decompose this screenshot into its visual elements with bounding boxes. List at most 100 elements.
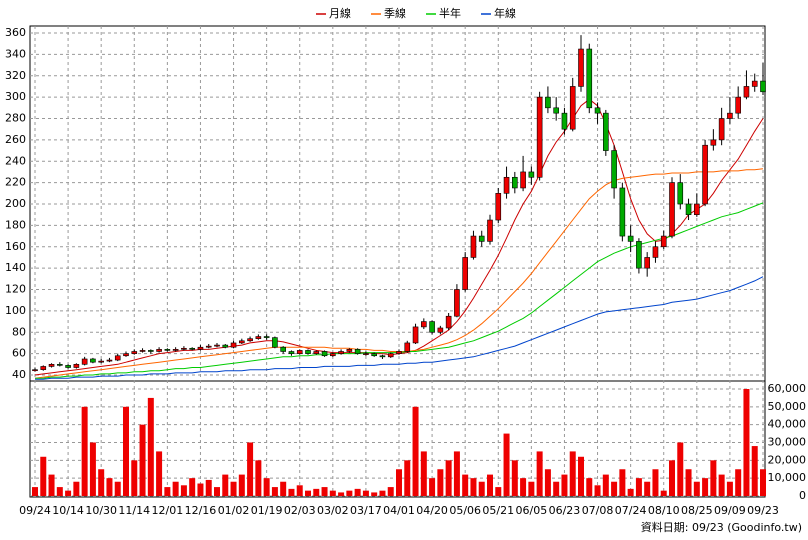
volume-bar (247, 442, 254, 496)
x-tick-label: 01/19 (251, 504, 283, 517)
volume-bar (354, 488, 361, 496)
y2-tick-label: 50,000 (768, 400, 807, 413)
candle-body (40, 366, 47, 370)
y2-tick-label: 30,000 (768, 436, 807, 449)
volume-bar (735, 469, 742, 496)
candle-body (578, 48, 584, 87)
candle-body (247, 338, 253, 342)
volume-bar (652, 469, 659, 496)
volume-bar (611, 481, 618, 496)
x-tick-label: 07/08 (582, 504, 614, 517)
x-tick-label: 09/09 (714, 504, 746, 517)
candle-body (164, 349, 171, 351)
candle-body (470, 235, 477, 258)
volume-bar (718, 474, 725, 496)
candle-body (669, 182, 675, 237)
volume-bar (627, 488, 634, 496)
volume-bar (503, 433, 510, 496)
volume-bar (578, 456, 584, 496)
candle-body (743, 86, 750, 98)
volume-bar (189, 478, 196, 496)
y2-tick-label: 60,000 (768, 382, 807, 395)
candle-body (520, 171, 526, 189)
volume-bar (685, 469, 692, 496)
candle-body (760, 80, 766, 93)
candle-body (627, 235, 634, 242)
candle-body (685, 203, 692, 215)
x-tick-label: 04/01 (383, 504, 415, 517)
candle-body (172, 349, 179, 351)
candle-body (619, 187, 626, 237)
x-tick-label: 06/05 (516, 504, 548, 517)
volume-bar (164, 487, 171, 496)
y-tick-label: 260 (5, 133, 26, 146)
candle-body (205, 345, 212, 348)
candle-body (495, 193, 502, 221)
ma-line (35, 276, 764, 380)
volume-bar (644, 481, 651, 496)
y2-tick-label: 10,000 (768, 471, 807, 484)
volume-bar (528, 481, 535, 496)
candle-body (404, 342, 411, 352)
legend-label: 月線 (329, 6, 351, 20)
x-tick-label: 02/03 (284, 504, 316, 517)
candle-body (346, 349, 353, 352)
candle-body (536, 96, 543, 178)
candle-body (586, 48, 593, 109)
candle-body (321, 351, 328, 357)
candle-body (462, 257, 468, 290)
x-tick-label: 05/21 (482, 504, 514, 517)
candle-body (148, 350, 154, 352)
candle-body (652, 246, 659, 258)
y-tick-label: 100 (5, 304, 26, 317)
x-tick-label: 09/23 (747, 504, 779, 517)
candle-body (503, 176, 510, 194)
volume-bar (412, 406, 419, 496)
y-tick-label: 360 (5, 26, 26, 39)
candle-body (751, 80, 758, 87)
x-tick-label: 08/10 (648, 504, 680, 517)
candle-body (239, 340, 245, 344)
volume-bar (296, 485, 303, 496)
candle-body (288, 351, 295, 354)
x-tick-label: 12/16 (185, 504, 217, 517)
candle-body (32, 369, 38, 372)
candle-body (131, 351, 138, 354)
volume-bar (81, 406, 88, 496)
candle-body (478, 235, 485, 242)
y-tick-label: 340 (5, 47, 26, 60)
candle-body (156, 349, 162, 352)
volume-bar (553, 481, 560, 496)
x-tick-label: 10/30 (85, 504, 117, 517)
volume-bar (362, 490, 369, 496)
volume-bar (98, 469, 105, 496)
candle-body (280, 346, 286, 352)
volume-bar (321, 487, 328, 496)
volume-bar (544, 469, 551, 496)
candle-body (57, 364, 63, 366)
candle-body (660, 235, 667, 248)
legend-label: 季線 (384, 6, 406, 20)
volume-bar (65, 490, 72, 496)
volume-bar (288, 488, 295, 496)
candle-body (139, 350, 146, 352)
volume-bar (702, 478, 709, 496)
y-tick-label: 40 (12, 368, 26, 381)
volume-bar (131, 460, 138, 496)
candle-body (90, 358, 96, 363)
candle-body (594, 107, 601, 114)
legend-label: 年線 (494, 6, 516, 20)
volume-bar (619, 469, 626, 496)
y-tick-label: 280 (5, 112, 26, 125)
candle-body (197, 346, 204, 350)
volume-bar (338, 492, 345, 496)
y-tick-label: 300 (5, 90, 26, 103)
x-tick-label: 04/20 (416, 504, 448, 517)
candle-body (553, 107, 559, 114)
y-tick-label: 220 (5, 176, 26, 189)
volume-bar (470, 478, 477, 496)
x-tick-label: 09/24 (19, 504, 51, 517)
x-tick-label: 08/25 (681, 504, 713, 517)
volume-bar (404, 460, 411, 496)
footer: 資料日期: 09/23 (Goodinfo.tw) (641, 520, 802, 534)
